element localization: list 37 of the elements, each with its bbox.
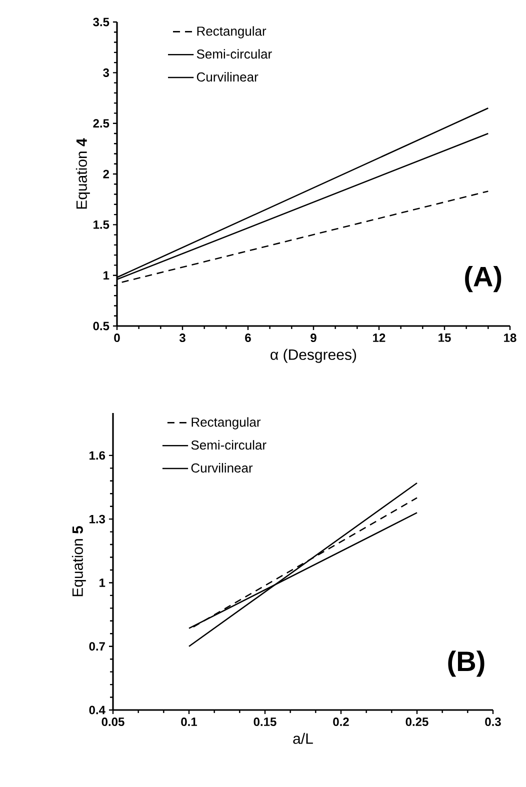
x-tick-label: 12 [373,334,386,342]
x-tick-label: 15 [438,334,451,342]
x-tick-label: 0.1 [181,718,197,726]
annotation: (A) [465,266,502,292]
y-tick-label: 3.5 [93,18,110,26]
x-tick-label: 6 [245,334,251,342]
legend-label: Rectangular [192,417,261,430]
x-axis-title: a/L [293,732,313,744]
legend-label: Rectangular [197,26,266,38]
x-tick-label: 18 [504,334,516,342]
legend-label: Semi-circular [191,440,266,450]
x-tick-label: 0.05 [102,718,124,726]
y-tick-label: 0.5 [93,322,110,330]
y-tick-label: 1 [100,578,106,587]
y-tick-label: 1.5 [94,220,110,229]
y-tick-label: 0.7 [89,642,105,651]
y-tick-label: 1 [104,271,110,280]
annotation: (B) [448,650,484,677]
x-tick-label: 0 [114,334,120,342]
legend-label: Semi-circular [196,49,272,59]
y-tick-label: 2 [103,170,109,178]
x-tick-label: 0.15 [254,718,276,726]
legend-label: Curvilinear [196,72,258,82]
legend-label: Curvilinear [191,463,253,473]
y-axis-title: Equation 5 [72,526,86,596]
y-tick-label: 3 [103,68,110,77]
y-tick-label: 2.5 [93,119,110,128]
y-axis-title: Equation 4 [76,138,90,209]
x-axis-title: α (Desgrees) [270,348,356,363]
x-tick-label: 3 [179,334,186,342]
y-tick-label: 1.3 [90,514,106,524]
x-tick-label: 9 [310,334,316,342]
x-tick-label: 0.3 [485,718,501,726]
x-tick-label: 0.2 [333,718,349,726]
y-tick-label: 1.6 [90,451,106,460]
x-tick-label: 0.25 [406,718,428,726]
y-tick-label: 0.4 [89,706,106,714]
